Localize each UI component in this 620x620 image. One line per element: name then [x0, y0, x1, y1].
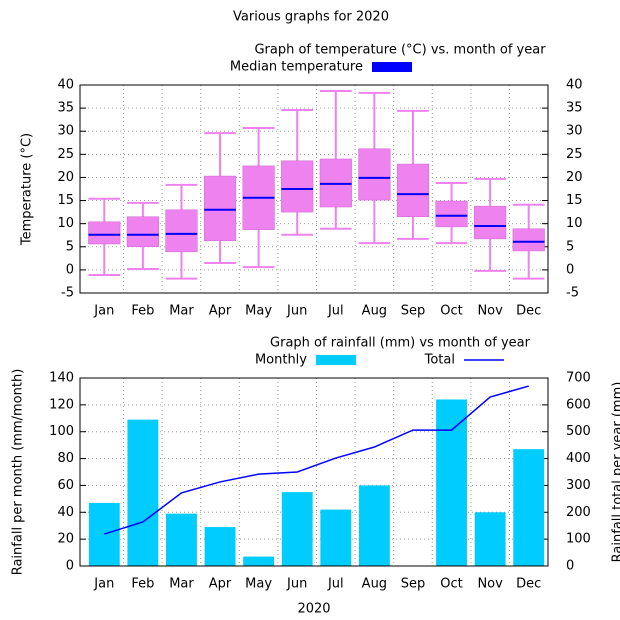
y-tick-label: 10: [57, 216, 74, 231]
y2-axis-label: Rainfall total per year (mm): [611, 382, 620, 563]
y2-tick-label: 15: [566, 193, 583, 208]
legend-title: Graph of rainfall (mm) vs month of year: [270, 336, 531, 351]
bar: [320, 509, 352, 566]
box: [281, 160, 314, 213]
plot-frame: [79, 377, 549, 567]
bar: [436, 399, 467, 566]
x-tick-label: Mar: [169, 304, 194, 319]
y-tick-label: -5: [61, 286, 74, 301]
y2-tick-label: 700: [566, 371, 591, 386]
total-line: [104, 385, 529, 535]
x-tick-label: Apr: [209, 304, 232, 319]
x-tick-label: Apr: [209, 577, 232, 592]
y-tick-label: 0: [66, 262, 74, 277]
legend-swatch: [316, 355, 356, 365]
bar: [166, 513, 197, 566]
y2-tick-label: 5: [566, 239, 574, 254]
y-tick-label: 80: [57, 451, 74, 466]
y-tick-label: 60: [57, 478, 74, 493]
y2-tick-label: 30: [566, 124, 583, 139]
y2-tick-label: 300: [566, 478, 591, 493]
y2-tick-label: 200: [566, 505, 591, 520]
y-tick-label: 15: [57, 193, 74, 208]
x-tick-label: Aug: [362, 304, 387, 319]
x-tick-label: Jul: [327, 304, 344, 319]
x-tick-label: Feb: [131, 304, 154, 319]
y-tick-label: 140: [49, 371, 74, 386]
bar: [88, 502, 120, 566]
x-tick-label: Jun: [286, 304, 307, 319]
x-tick-label: Sep: [401, 304, 426, 319]
x-tick-label: Sep: [401, 577, 426, 592]
x-tick-label: Aug: [362, 577, 387, 592]
x-tick-label: Dec: [516, 577, 541, 592]
x-tick-label: May: [245, 577, 272, 592]
legend-swatch: [372, 62, 412, 72]
x-tick-label: Dec: [516, 304, 541, 319]
bar: [243, 556, 275, 566]
legend-label: Median temperature: [230, 60, 363, 75]
box: [126, 216, 159, 248]
x-tick-label: Nov: [477, 304, 503, 319]
bar: [513, 449, 545, 566]
y2-tick-label: -5: [566, 286, 579, 301]
y-tick-label: 30: [57, 124, 74, 139]
y2-tick-label: 25: [566, 147, 583, 162]
x-tick-label: Feb: [131, 577, 154, 592]
y2-tick-label: 0: [566, 262, 574, 277]
y-axis-label: Temperature (°C): [20, 133, 35, 246]
y-tick-label: 0: [66, 559, 74, 574]
x-tick-label: Jan: [93, 577, 114, 592]
legend-label: Total: [424, 353, 455, 368]
legend-title: Graph of temperature (°C) vs. month of y…: [254, 43, 546, 58]
x-tick-label: May: [245, 304, 272, 319]
box: [165, 209, 198, 253]
bar: [281, 492, 313, 566]
y-axis-label: Rainfall per month (mm/month): [11, 369, 26, 576]
y2-tick-label: 40: [566, 78, 583, 93]
y2-tick-label: 20: [566, 170, 583, 185]
y-tick-label: 40: [57, 505, 74, 520]
x-tick-label: Jul: [327, 577, 344, 592]
x-tick-label: Mar: [169, 577, 194, 592]
bar: [204, 527, 236, 566]
box: [396, 163, 430, 217]
box: [358, 148, 391, 201]
y-tick-label: 100: [49, 424, 74, 439]
y-tick-label: 40: [57, 78, 74, 93]
x-tick-label: Oct: [440, 577, 462, 592]
y2-tick-label: 400: [566, 451, 591, 466]
y2-tick-label: 600: [566, 397, 591, 412]
y2-tick-label: 0: [566, 559, 574, 574]
x-tick-label: Jan: [93, 304, 114, 319]
box: [435, 200, 468, 228]
y-tick-label: 120: [49, 397, 74, 412]
y2-tick-label: 35: [566, 101, 583, 116]
x-tick-label: Jun: [286, 577, 307, 592]
bar: [474, 512, 506, 566]
bar: [127, 419, 159, 566]
box: [88, 221, 121, 245]
y-tick-label: 20: [57, 170, 74, 185]
x-tick-label: Oct: [440, 304, 462, 319]
legend-label: Monthly: [255, 353, 307, 368]
box: [512, 228, 545, 252]
y-tick-label: 25: [57, 147, 74, 162]
box: [474, 205, 507, 240]
x-axis-label: 2020: [297, 602, 330, 617]
y-tick-label: 5: [66, 239, 74, 254]
x-tick-label: Nov: [477, 577, 503, 592]
y-tick-label: 20: [57, 532, 74, 547]
y-tick-label: 35: [57, 101, 74, 116]
plot-frame: [79, 84, 549, 294]
box: [203, 175, 237, 242]
page-title: Various graphs for 2020: [233, 10, 389, 25]
y2-tick-label: 10: [566, 216, 583, 231]
y2-tick-label: 100: [566, 532, 591, 547]
bar: [358, 485, 390, 566]
y2-tick-label: 500: [566, 424, 591, 439]
